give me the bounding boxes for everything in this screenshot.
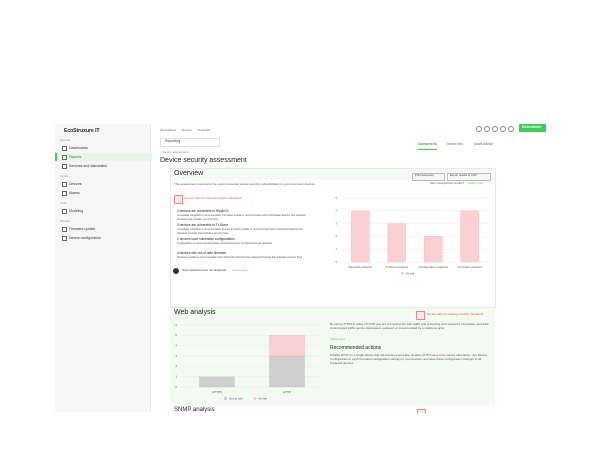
sidebar xyxy=(55,124,151,412)
button[interactable] xyxy=(447,173,491,181)
nav-item[interactable]: Alarms xyxy=(69,191,80,195)
toolbar-icon[interactable] xyxy=(484,126,490,132)
nav-active xyxy=(55,153,152,161)
finding-text: Firmware update is recommended when Schn… xyxy=(177,256,303,259)
finding-text: Configuration is recommended when vulner… xyxy=(177,242,273,245)
web-panel xyxy=(170,308,495,406)
overview-header xyxy=(171,169,494,180)
finding-title: 2 devices have vulnerable configurations xyxy=(177,237,235,241)
nav-icon xyxy=(62,236,67,241)
nav-group: Assets xyxy=(60,174,69,178)
brand[interactable]: Schneider xyxy=(522,124,542,129)
page-title: Device security assessment xyxy=(160,157,247,164)
nav-item[interactable]: Reports xyxy=(69,155,82,159)
nav-icon xyxy=(62,155,67,160)
breadcrumb[interactable]: All locations xyxy=(160,128,177,132)
nav-icon xyxy=(62,146,67,151)
button-label[interactable]: Print document xyxy=(415,173,434,177)
link[interactable]: Learn more xyxy=(232,268,248,272)
section-title: SNMP analysis xyxy=(174,407,215,413)
alert: You are still not meeting industry stand… xyxy=(426,312,484,316)
link[interactable]: Learn more xyxy=(468,181,484,185)
dropdown-label[interactable]: Reporting xyxy=(165,139,181,143)
actions-title: Recommended actions xyxy=(330,345,382,351)
unsupported: See unsupported results? xyxy=(430,181,465,185)
section-title: Overview xyxy=(174,170,204,177)
footer-note: Some devices were not analyzed. xyxy=(182,268,227,272)
finding-title: 4 devices are vulnerable to Ripple20 xyxy=(177,209,229,213)
toolbar-icon[interactable] xyxy=(500,126,506,132)
button-label[interactable]: Export results to CSV xyxy=(450,173,477,177)
tab[interactable]: Asset Advisor xyxy=(474,142,494,146)
logo: EcoStruxure IT xyxy=(64,128,100,134)
nav-item[interactable]: Firmware update xyxy=(69,227,96,231)
nav-icon xyxy=(62,164,67,169)
toolbar-icon[interactable] xyxy=(476,126,482,132)
alert-icon xyxy=(417,409,426,413)
finding-title: 4 devices with out of date firmware xyxy=(177,251,227,255)
button[interactable] xyxy=(412,173,445,181)
nav-item[interactable]: Modeling xyxy=(69,209,84,213)
toolbar-icon[interactable] xyxy=(508,126,514,132)
nav-item[interactable]: Dashboards xyxy=(69,146,88,150)
brand-logo xyxy=(519,124,546,132)
nav-group: Manage xyxy=(60,219,71,223)
tab-underline xyxy=(418,149,437,150)
description: This assessment represents the current d… xyxy=(174,182,316,186)
web-text: By using HTTPS in place of HTTP you are … xyxy=(330,322,490,331)
nav-icon xyxy=(62,209,67,214)
section-title: Web analysis xyxy=(174,309,216,316)
tab[interactable]: Assessments xyxy=(418,142,437,146)
info-icon xyxy=(173,268,179,274)
link[interactable]: Show more xyxy=(330,337,346,341)
back-link[interactable]: < Device assessment xyxy=(160,150,189,154)
breadcrumb[interactable]: Denmark xyxy=(198,128,211,132)
nav-icon xyxy=(62,182,67,187)
finding-text: Immediate mitigation is recommended. Dev… xyxy=(177,228,303,235)
finding-title: 3 devices are vulnerable to TLStorm xyxy=(177,223,229,227)
nav-item[interactable]: Devices xyxy=(69,182,82,186)
tab[interactable]: Device info xyxy=(447,142,463,146)
alert-icon xyxy=(416,311,425,320)
breadcrumb[interactable]: Europe xyxy=(182,128,192,132)
finding-text: Immediate mitigation is recommended. Fir… xyxy=(177,214,306,221)
dropdown[interactable] xyxy=(160,138,220,147)
nav-group: General xyxy=(60,138,70,142)
alert-icon xyxy=(174,195,183,204)
nav-item[interactable]: Device configuration xyxy=(69,236,101,240)
nav-icon xyxy=(62,191,67,196)
nav-group: Tools xyxy=(60,201,67,205)
nav-item[interactable]: Services and Warranties xyxy=(69,164,107,168)
actions-text: Disable HTTP on a single device that wil… xyxy=(330,353,488,366)
toolbar-icon[interactable] xyxy=(492,126,498,132)
alert: You are still not meeting industry stand… xyxy=(184,196,242,200)
nav-icon xyxy=(62,227,67,232)
